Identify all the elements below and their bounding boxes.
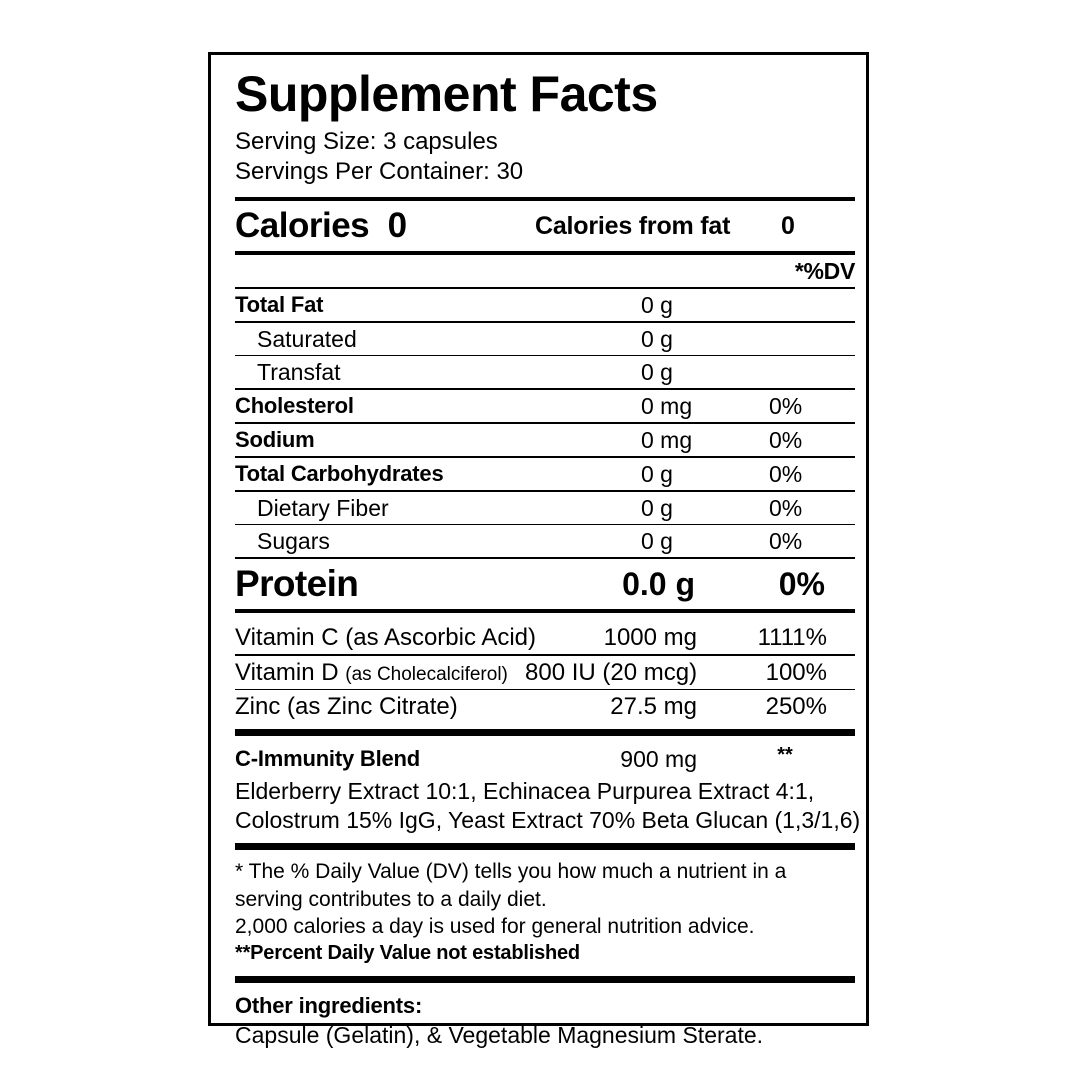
divider-above-protein	[235, 557, 855, 560]
vitamin-name: Zinc (as Zinc Citrate)	[235, 693, 458, 721]
calories-label-value: Calories 0	[235, 201, 407, 251]
protein-dv: 0%	[778, 566, 825, 603]
nutrient-name: Saturated	[257, 325, 357, 352]
row-divider	[235, 456, 855, 459]
nutrient-amount: 0 g	[641, 528, 673, 555]
table-row: Sugars 0 g 0%	[235, 525, 855, 557]
nutrient-amount: 0 mg	[641, 427, 693, 454]
table-row: Cholesterol 0 mg 0%	[235, 390, 855, 422]
nutrient-table: Total Fat 0 g Saturated 0 g Transfat 0 g	[235, 287, 855, 557]
row-divider	[235, 354, 855, 357]
protein-label: Protein	[235, 563, 359, 605]
protein-row: Protein 0.0 g 0%	[235, 559, 855, 609]
row-divider	[235, 287, 855, 290]
blend-ingredients-line-2: Colostrum 15% IgG, Yeast Extract 70% Bet…	[235, 807, 861, 834]
blend-amount: 900 mg	[620, 746, 697, 773]
label-content: Supplement Facts Serving Size: 3 capsule…	[235, 55, 861, 1051]
other-ingredients-section: Other ingredients: Capsule (Gelatin), & …	[235, 993, 855, 1051]
nutrient-amount: 0 g	[641, 494, 673, 521]
table-row: Transfat 0 g	[235, 356, 855, 388]
row-divider	[235, 422, 855, 425]
nutrient-amount: 0 g	[641, 292, 673, 319]
vitamin-amount: 1000 mg	[603, 624, 697, 652]
protein-amount: 0.0 g	[622, 566, 695, 603]
calories-row: Calories 0 Calories from fat 0	[235, 201, 855, 251]
nutrient-name: Total Fat	[235, 292, 324, 318]
footnotes: * The % Daily Value (DV) tells you how m…	[235, 858, 855, 966]
divider-above-footnotes	[235, 843, 855, 851]
footnote-line-1: * The % Daily Value (DV) tells you how m…	[235, 860, 787, 884]
row-divider	[235, 490, 855, 492]
nutrient-amount: 0 mg	[641, 393, 693, 420]
blend-ingredients: Elderberry Extract 10:1, Echinacea Purpu…	[235, 777, 861, 835]
nutrient-amount: 0 g	[641, 325, 673, 352]
table-row: Saturated 0 g	[235, 323, 855, 355]
proprietary-blend-row: C-Immunity Blend 900 mg **	[235, 742, 855, 776]
footnote-line-4: **Percent Daily Value not established	[235, 942, 580, 965]
divider-above-blend	[235, 729, 855, 737]
calories-from-fat-value: 0	[781, 212, 795, 241]
footnote-line-3: 2,000 calories a day is used for general…	[235, 915, 755, 938]
nutrient-dv: 0%	[769, 461, 803, 488]
other-ingredients-body: Capsule (Gelatin), & Vegetable Magnesium…	[235, 1022, 764, 1049]
nutrient-name: Cholesterol	[235, 393, 354, 419]
daily-value-header-row: *%DV	[235, 255, 855, 287]
vitamin-dv: 250%	[765, 693, 827, 721]
nutrient-amount: 0 g	[641, 359, 673, 386]
servings-per-container: Servings Per Container: 30	[235, 158, 524, 186]
table-row: Sodium 0 mg 0%	[235, 424, 855, 456]
divider-below-calories	[235, 251, 855, 256]
divider-below-protein	[235, 609, 855, 614]
nutrient-dv: 0%	[769, 427, 803, 454]
row-divider	[235, 388, 855, 391]
vitamin-name: Vitamin D (as Cholecalciferol)	[235, 658, 508, 686]
table-row: Vitamin C (as Ascorbic Acid) 1000 mg 111…	[235, 621, 855, 654]
page-title: Supplement Facts	[235, 66, 658, 122]
vitamin-name: Vitamin C (as Ascorbic Acid)	[235, 624, 536, 652]
table-row: Zinc (as Zinc Citrate) 27.5 mg 250%	[235, 690, 855, 723]
footnote-line-2: serving contributes to a daily diet.	[235, 887, 547, 911]
blend-dv-footnote-marker: **	[777, 744, 793, 767]
row-divider	[235, 654, 855, 656]
vitamin-table: Vitamin C (as Ascorbic Acid) 1000 mg 111…	[235, 621, 855, 723]
vitamin-dv: 1111%	[757, 624, 827, 652]
blend-name: C-Immunity Blend	[235, 746, 421, 772]
blend-ingredients-line-1: Elderberry Extract 10:1, Echinacea Purpu…	[235, 778, 815, 805]
supplement-facts-panel: Supplement Facts Serving Size: 3 capsule…	[208, 52, 869, 1048]
calories-from-fat-label: Calories from fat	[535, 212, 731, 241]
vitamin-amount: 27.5 mg	[610, 693, 697, 721]
nutrient-dv: 0%	[769, 494, 803, 521]
serving-info: Serving Size: 3 capsules Servings Per Co…	[235, 127, 855, 187]
table-row: Dietary Fiber 0 g 0%	[235, 492, 855, 524]
nutrient-dv: 0%	[769, 528, 803, 555]
nutrient-name: Sugars	[257, 528, 330, 555]
calories-value: 0	[387, 206, 407, 246]
dv-header: *%DV	[794, 258, 855, 285]
nutrient-name: Dietary Fiber	[257, 494, 389, 521]
table-row: Total Fat 0 g	[235, 289, 855, 321]
nutrient-name: Transfat	[257, 359, 341, 386]
other-ingredients-heading: Other ingredients:	[235, 993, 423, 1019]
table-row: Vitamin D (as Cholecalciferol) 800 IU (2…	[235, 656, 855, 689]
divider-above-other-ingredients	[235, 976, 855, 984]
nutrient-dv: 0%	[769, 393, 803, 420]
vitamin-dv: 100%	[765, 658, 827, 686]
nutrient-amount: 0 g	[641, 461, 673, 488]
nutrient-name: Total Carbohydrates	[235, 461, 444, 487]
row-divider	[235, 523, 855, 526]
serving-size: Serving Size: 3 capsules	[235, 128, 498, 155]
row-divider	[235, 321, 855, 323]
divider-above-calories	[235, 197, 855, 202]
nutrient-name: Sodium	[235, 427, 315, 453]
table-row: Total Carbohydrates 0 g 0%	[235, 458, 855, 490]
vitamin-amount: 800 IU (20 mcg)	[525, 658, 698, 686]
row-divider	[235, 688, 855, 691]
calories-label: Calories	[235, 206, 370, 246]
